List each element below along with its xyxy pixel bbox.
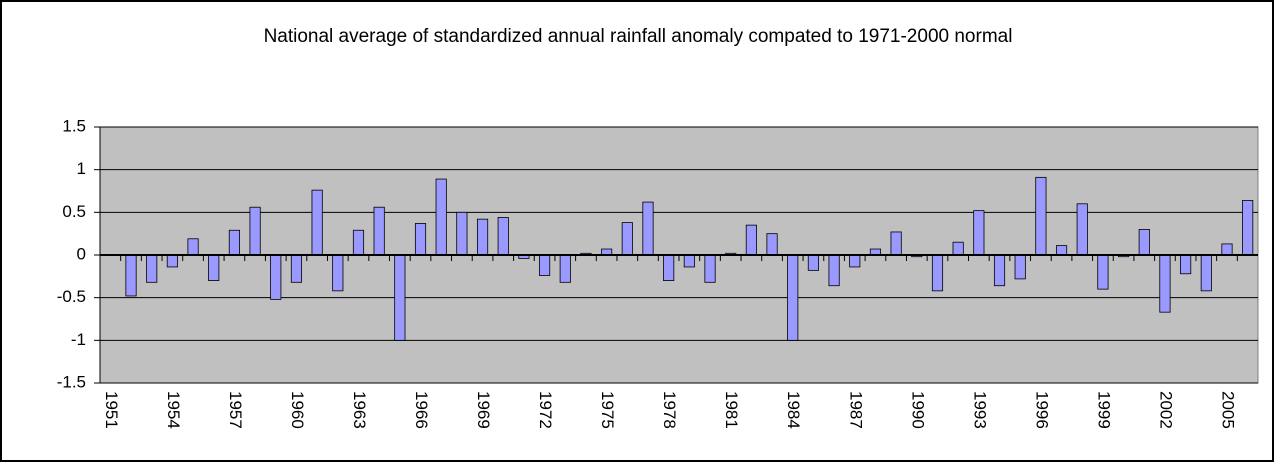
bar [931,254,944,292]
bar [787,254,799,341]
x-tick-label: 1996 [1032,391,1051,429]
bar [683,254,695,268]
x-tick-label: 1984 [784,391,803,429]
bar [1221,243,1233,256]
x-tick-label: 1951 [102,391,121,429]
bar [1159,254,1171,313]
bar [663,254,675,282]
bar [1035,176,1047,256]
x-tick-label: 1975 [598,391,617,429]
y-tick-label: 1.5 [62,116,86,135]
bar [993,254,1006,287]
bar [290,254,303,283]
bar [456,211,468,256]
y-tick-label: 0 [77,244,86,263]
x-tick-label: 1957 [226,391,245,429]
bar [1055,245,1068,256]
bar [1097,254,1109,290]
y-tick-label: -1 [71,330,86,349]
bar [539,254,551,276]
x-tick-label: 1978 [660,391,679,429]
bar [766,233,778,256]
x-tick-label: 1960 [288,391,307,429]
x-tick-label: 1972 [536,391,555,429]
bar [125,254,137,297]
bar [228,229,240,256]
x-tick-label: 2002 [1156,391,1175,429]
bar [1180,254,1192,275]
x-tick-label: 1993 [970,391,989,429]
bar [270,254,282,300]
x-tick-label: 1969 [474,391,493,429]
bar [828,254,840,287]
bar [352,229,365,256]
y-tick-label: 0.5 [62,202,86,221]
bar [497,217,509,256]
x-tick-label: 1999 [1094,391,1113,429]
bar [952,241,964,256]
bar [807,254,819,271]
bar [1242,199,1254,256]
bar [1076,203,1088,256]
x-tick-label: 1990 [908,391,927,429]
bar [704,254,716,283]
x-tick-label: 2005 [1218,391,1237,429]
x-tick-label: 1981 [722,391,741,429]
bar [187,238,199,256]
bar [642,201,654,256]
x-tick-label: 1954 [164,391,183,429]
chart-title: National average of standardized annual … [263,26,1013,47]
bar [435,178,447,256]
y-tick-label: 1 [77,159,86,178]
bar [745,224,757,256]
bar [332,254,344,292]
bar [208,254,220,282]
x-tick-label: 1987 [846,391,865,429]
bar [394,254,406,341]
bar [849,254,861,268]
bar [146,254,158,283]
bar [973,210,985,256]
bar [414,223,427,256]
x-tick-label: 1966 [412,391,431,429]
bar [1200,254,1212,292]
bar [311,189,323,256]
y-tick-label: -0.5 [57,287,86,306]
bar [249,206,261,256]
bar [476,218,489,256]
bar [1014,254,1026,280]
x-tick-label: 1963 [350,391,369,429]
bar [1138,228,1150,256]
bar [559,254,571,283]
bar [166,254,178,268]
bar [621,222,633,256]
y-tick-label: -1.5 [57,372,86,391]
bar [373,206,385,256]
bar [890,231,902,256]
